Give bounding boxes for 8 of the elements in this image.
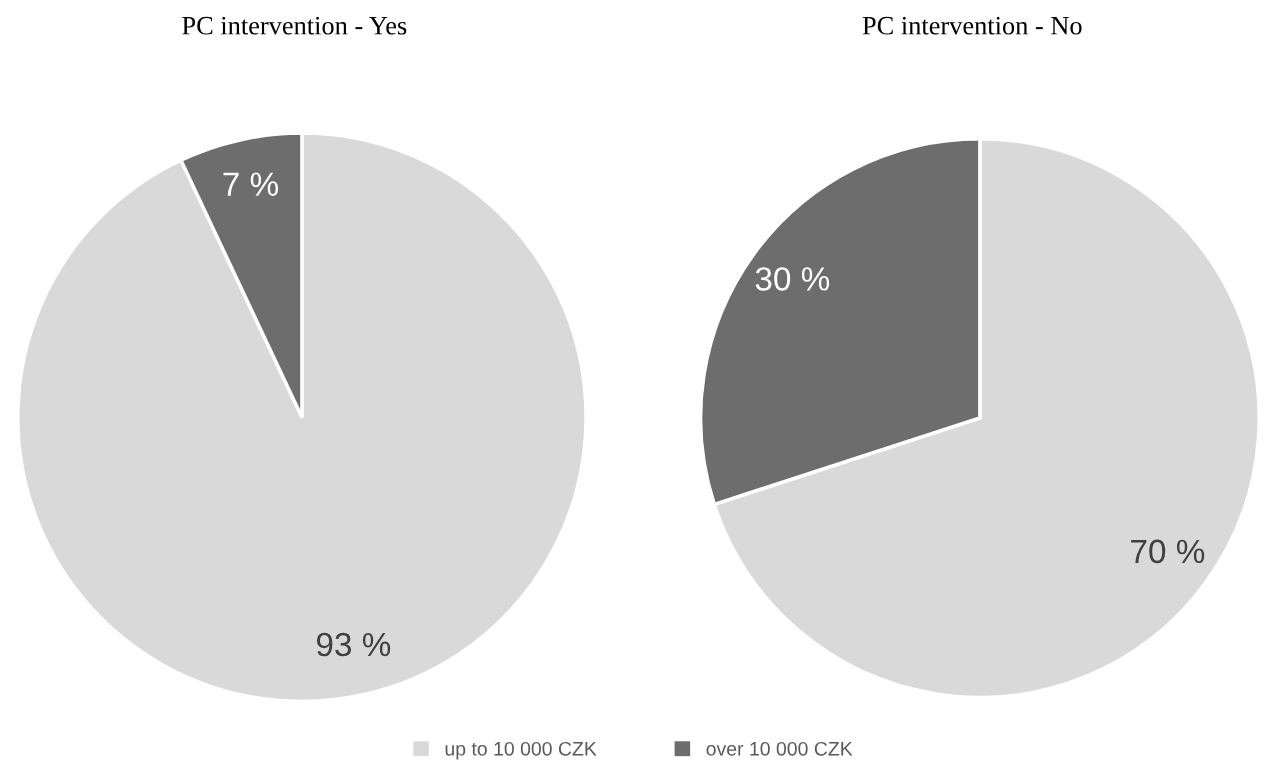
data-label: 7 %: [223, 172, 279, 196]
data-label: 70 %: [1131, 539, 1205, 564]
legend-label: up to 10 000 CZK: [445, 741, 597, 760]
chart-title: PC intervention - Yes: [182, 16, 407, 35]
legend-label: over 10 000 CZK: [706, 741, 853, 756]
data-label: 30 %: [755, 267, 830, 291]
data-label: 93 %: [316, 632, 391, 657]
chart-title: PC intervention - No: [862, 16, 1082, 35]
